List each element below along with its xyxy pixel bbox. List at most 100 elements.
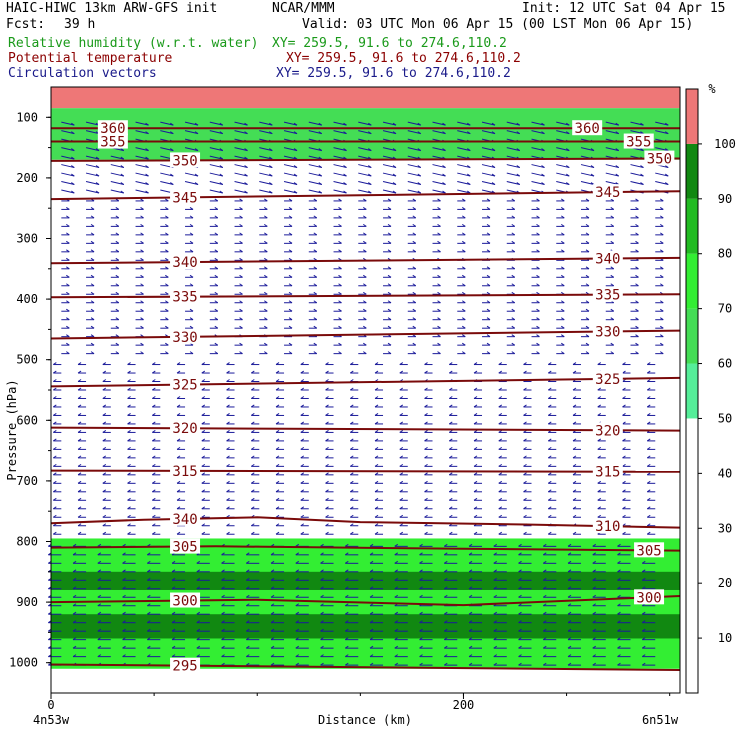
wind-vector-head (244, 190, 248, 194)
wind-vector-head (424, 455, 428, 459)
wind-vector-head (226, 506, 230, 510)
wind-vector-head (115, 215, 120, 219)
wind-vector-head (196, 569, 201, 573)
wind-vector-head (300, 396, 305, 399)
wind-vector-head (97, 560, 102, 564)
wind-vector-head (387, 274, 392, 278)
wind-vector-head (313, 283, 318, 287)
wind-vector-head (152, 421, 156, 425)
wind-vector-head (176, 413, 181, 416)
wind-vector-head (189, 223, 194, 227)
wind-vector-head (246, 645, 250, 649)
wind-vector-head (419, 637, 423, 641)
wind-vector-head (585, 215, 590, 219)
wind-vector-head (300, 404, 305, 408)
wind-vector-head (176, 480, 181, 484)
wind-vector (61, 130, 75, 135)
wind-vector-head (350, 506, 354, 510)
wind-vector (655, 147, 669, 152)
wind-vector-head (338, 215, 342, 219)
fcst-label: Fcst: (6, 17, 45, 32)
wind-vector-head (90, 223, 95, 227)
wind-vector (432, 147, 446, 152)
wind-vector-head (547, 531, 552, 535)
wind-vector-head (53, 421, 57, 425)
wind-vector-head (145, 165, 149, 168)
wind-vector-head (350, 455, 354, 459)
wind-vector-head (597, 387, 602, 391)
wind-vector-head (246, 586, 250, 590)
theta-contour-label: 345 (172, 190, 197, 206)
wind-vector-head (523, 463, 527, 467)
wind-vector-head (541, 173, 545, 177)
wind-vector-head (523, 506, 527, 510)
wind-vector (630, 121, 644, 126)
wind-vector-head (486, 232, 491, 236)
wind-vector-head (498, 438, 503, 442)
wind-vector-head (90, 249, 95, 253)
wind-vector-head (461, 334, 466, 338)
theta-contour-label: 315 (595, 465, 620, 481)
wind-vector-head (363, 325, 367, 329)
wind-vector-head (201, 430, 206, 433)
wind-vector-head (221, 654, 225, 658)
wind-vector (308, 155, 322, 160)
wind-vector (184, 121, 199, 126)
wind-vector-head (646, 370, 651, 374)
wind-vector-head (547, 413, 552, 416)
wind-vector-head (412, 206, 417, 210)
wind-vector-head (498, 463, 503, 467)
wind-vector-head (641, 620, 646, 624)
wind-vector-head (610, 240, 615, 244)
wind-vector-head (77, 514, 82, 518)
wind-vector (382, 155, 397, 160)
wind-vector-head (214, 325, 219, 329)
wind-vector-head (251, 421, 255, 425)
wind-vector-head (536, 283, 540, 287)
wind-vector (432, 181, 446, 186)
wind-vector-head (369, 628, 374, 632)
wind-vector-head (318, 156, 323, 160)
wind-vector-head (363, 232, 367, 236)
wind-vector-head (147, 569, 151, 573)
wind-vector-head (399, 531, 404, 535)
field-xy-vectors: XY= 259.5, 91.6 to 274.6,110.2 (276, 66, 511, 81)
wind-vector-head (77, 455, 82, 459)
wind-vector (580, 181, 595, 186)
wind-vector-head (461, 308, 466, 312)
wind-vector-head (461, 206, 466, 210)
wind-vector-head (622, 396, 626, 399)
contour-label-bg (592, 463, 623, 479)
wind-vector-head (592, 628, 597, 632)
wind-vector-head (102, 514, 107, 518)
wind-vector-head (572, 455, 577, 459)
wind-vector-head (320, 577, 324, 581)
wind-vector-head (295, 594, 300, 598)
wind-vector (85, 155, 100, 160)
wind-vector (234, 155, 248, 160)
wind-vector-head (542, 645, 547, 649)
colorbar-tick-label: 70 (718, 302, 732, 316)
wind-vector-head (617, 594, 621, 598)
wind-vector (61, 147, 75, 152)
wind-vector-head (251, 379, 255, 382)
wind-vector-head (226, 531, 230, 535)
wind-vector-head (350, 446, 354, 450)
wind-vector-head (270, 594, 275, 598)
wind-vector-head (165, 300, 169, 304)
wind-vector-head (300, 472, 305, 476)
wind-vector-head (72, 594, 77, 598)
wind-vector-head (473, 387, 478, 391)
wind-vector-head (221, 645, 225, 649)
wind-vector (283, 164, 298, 169)
wind-vector-head (214, 308, 219, 312)
wind-vector-head (417, 131, 422, 135)
wind-vector-head (115, 232, 120, 236)
wind-vector-head (468, 645, 473, 649)
wind-vector-head (635, 308, 639, 312)
wind-vector-head (592, 654, 597, 658)
wind-vector-head (493, 552, 498, 556)
wind-vector-head (325, 463, 329, 467)
wind-vector-head (127, 531, 131, 535)
wind-vector-head (468, 654, 473, 658)
